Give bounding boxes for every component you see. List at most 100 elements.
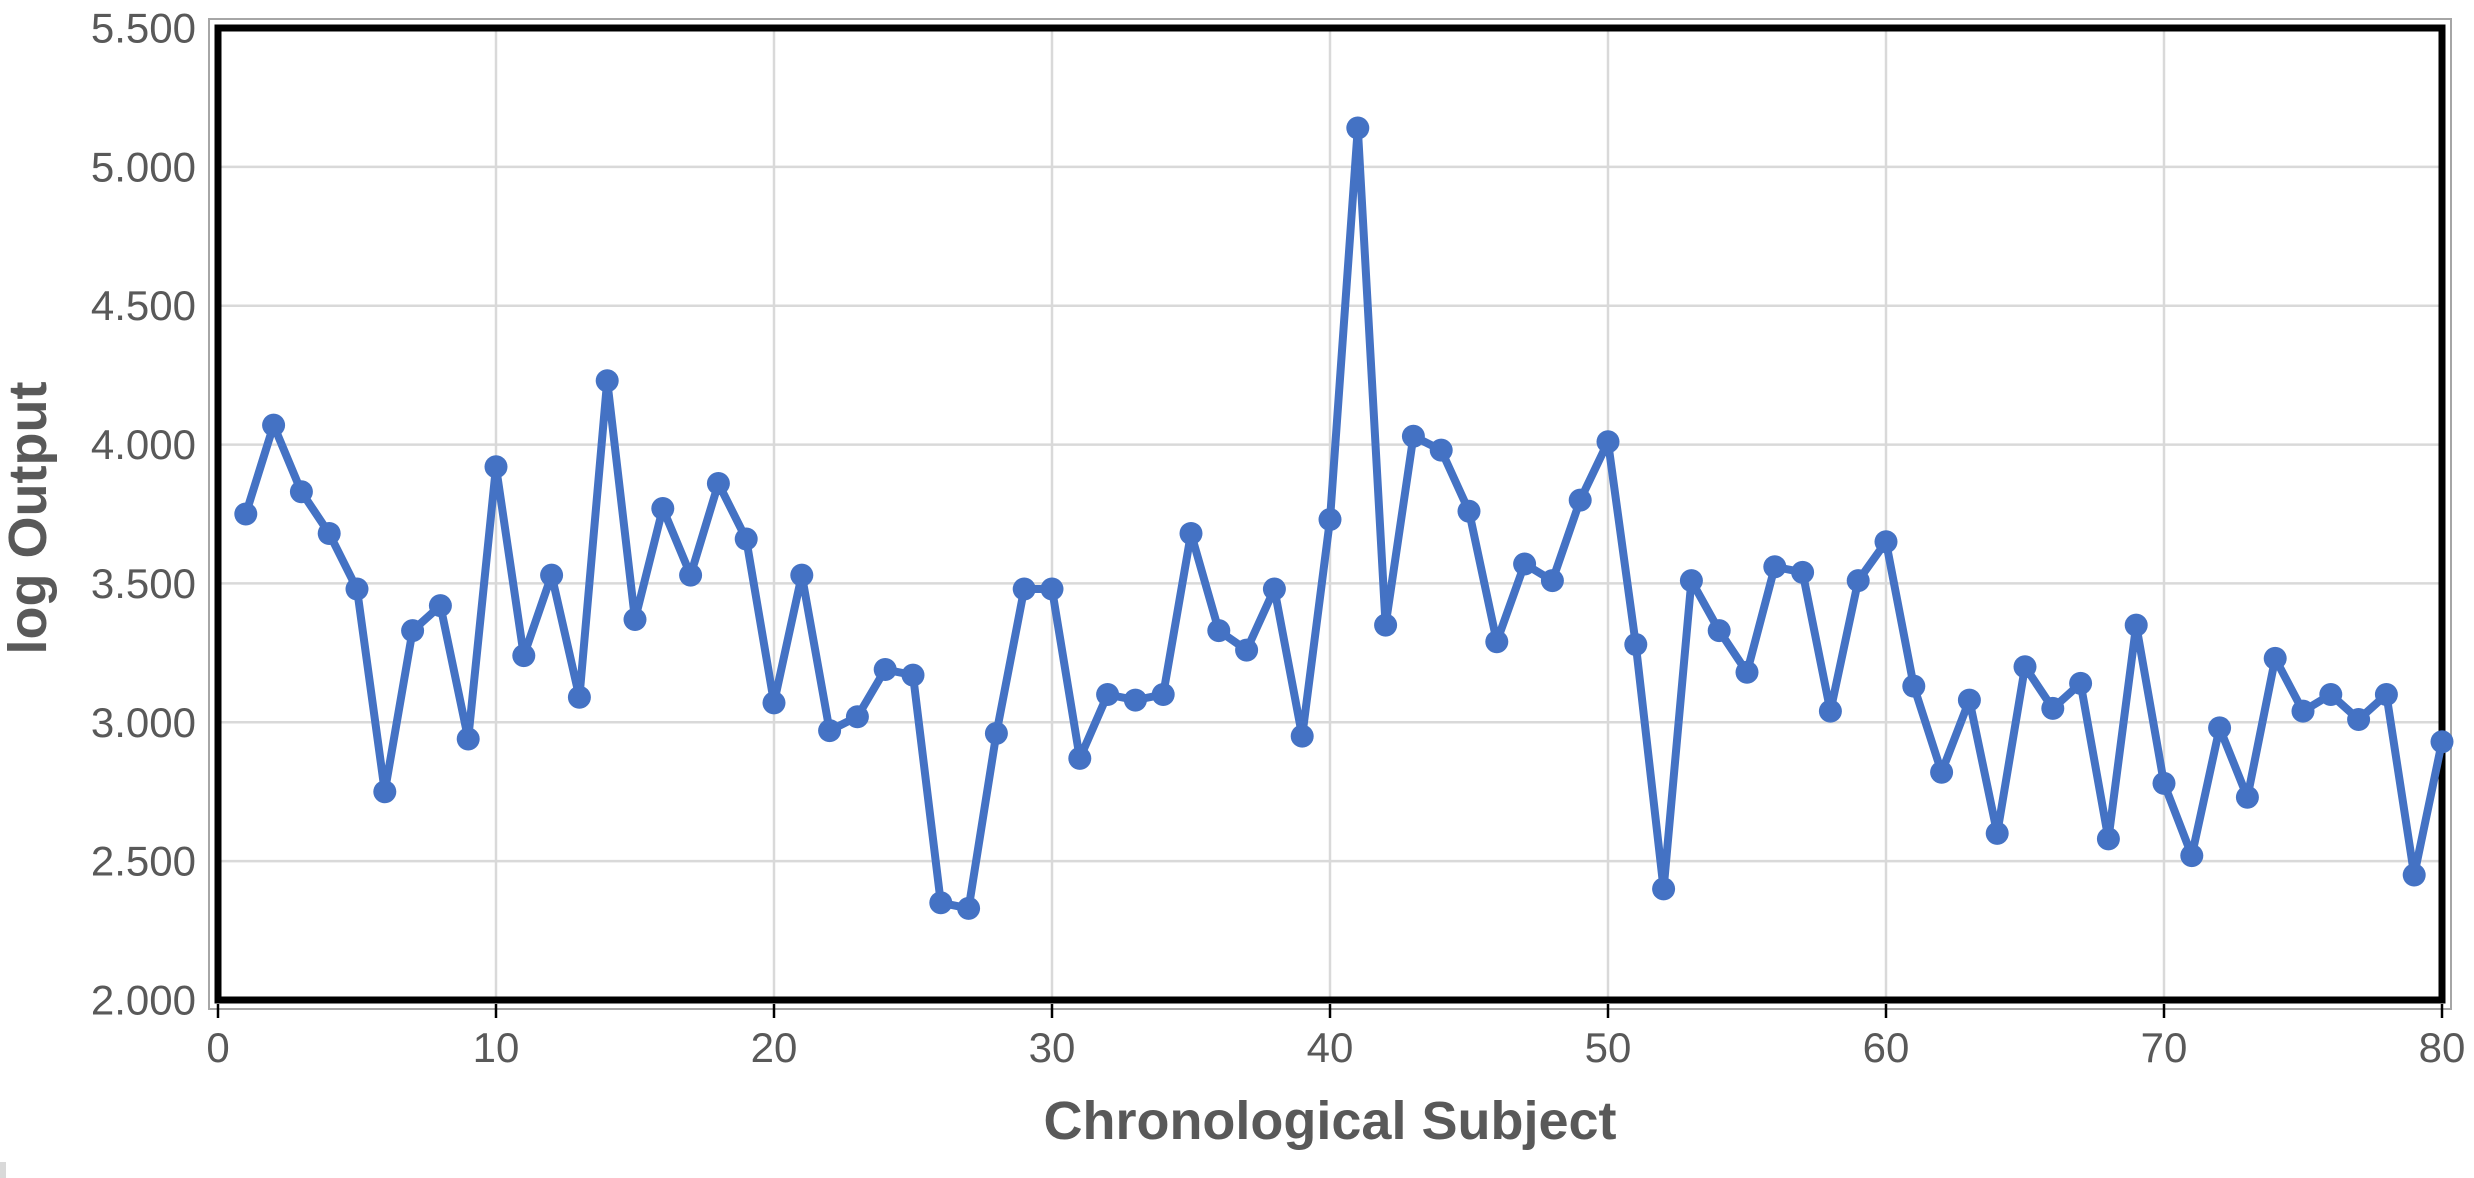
data-point	[1318, 508, 1342, 532]
data-point	[2013, 655, 2037, 679]
data-point	[1818, 699, 1842, 723]
data-point	[1123, 688, 1147, 712]
data-point	[595, 369, 619, 393]
data-point	[234, 502, 258, 526]
series-line	[241, 123, 2446, 913]
data-point	[845, 705, 869, 729]
data-point	[1151, 683, 1175, 707]
data-point	[984, 721, 1008, 745]
data-point	[623, 608, 647, 632]
data-point	[734, 527, 758, 551]
data-point	[1485, 630, 1509, 654]
data-point	[1374, 613, 1398, 637]
data-point	[1707, 619, 1731, 643]
data-point	[540, 563, 564, 587]
data-point	[2319, 683, 2343, 707]
data-point	[456, 727, 480, 751]
y-tick-label: 3.500	[91, 560, 196, 607]
data-point	[2402, 863, 2426, 887]
y-tick-label: 5.500	[91, 5, 196, 52]
data-point	[262, 413, 286, 437]
x-tick-label: 70	[2141, 1024, 2188, 1071]
data-point	[1985, 821, 2009, 845]
data-point	[1012, 577, 1036, 601]
data-point	[1290, 724, 1314, 748]
data-point	[2374, 683, 2398, 707]
data-point	[401, 619, 425, 643]
y-tick-label: 4.000	[91, 421, 196, 468]
data-point	[1735, 660, 1759, 684]
x-axis-title: Chronological Subject	[1043, 1091, 1617, 1151]
data-point	[1763, 555, 1787, 579]
y-tick-label: 2.000	[91, 977, 196, 1024]
data-point	[567, 685, 591, 709]
data-point	[2096, 827, 2120, 851]
x-tick-label: 80	[2419, 1024, 2466, 1071]
data-point	[2208, 716, 2232, 740]
data-point	[373, 780, 397, 804]
data-point	[1540, 569, 1564, 593]
data-point	[512, 644, 536, 668]
data-point	[1902, 674, 1926, 698]
y-tick-label: 2.500	[91, 838, 196, 885]
data-point	[1262, 577, 1286, 601]
y-tick-label: 5.000	[91, 143, 196, 190]
data-point	[957, 896, 981, 920]
data-point	[1957, 688, 1981, 712]
data-point	[2152, 771, 2176, 795]
x-tick-label: 20	[751, 1024, 798, 1071]
data-point	[1568, 488, 1592, 512]
data-point	[2347, 708, 2371, 732]
x-tick-label: 60	[1863, 1024, 1910, 1071]
data-point	[1346, 116, 1370, 140]
data-point	[901, 663, 925, 687]
data-point	[1401, 424, 1425, 448]
data-point	[1457, 499, 1481, 523]
data-point	[1040, 577, 1064, 601]
x-tick-label: 50	[1585, 1024, 1632, 1071]
data-point	[929, 891, 953, 915]
x-tick-label: 10	[473, 1024, 520, 1071]
y-tick-label: 3.000	[91, 699, 196, 746]
plot-border	[214, 24, 2446, 1004]
data-point	[762, 691, 786, 715]
data-point	[1513, 552, 1537, 576]
data-point	[484, 455, 508, 479]
data-point	[790, 563, 814, 587]
data-point	[2263, 646, 2287, 670]
x-tick-label: 30	[1029, 1024, 1076, 1071]
data-point	[1207, 619, 1231, 643]
data-point	[2069, 671, 2093, 695]
data-point	[1096, 683, 1120, 707]
data-point	[2430, 730, 2454, 754]
data-point	[1429, 438, 1453, 462]
data-point	[2235, 785, 2259, 809]
data-point	[428, 594, 452, 618]
y-tick-label: 4.500	[91, 282, 196, 329]
data-point	[1846, 569, 1870, 593]
data-point	[1624, 633, 1648, 657]
data-point	[2291, 699, 2315, 723]
data-point	[317, 521, 341, 545]
x-tick-label: 40	[1307, 1024, 1354, 1071]
data-point	[1596, 430, 1620, 454]
data-point	[1235, 638, 1259, 662]
data-point	[706, 471, 730, 495]
data-point	[1679, 569, 1703, 593]
data-point	[289, 480, 313, 504]
data-point	[651, 496, 675, 520]
data-point	[1652, 877, 1676, 901]
data-point	[818, 719, 842, 743]
y-axis-title: log Output	[0, 381, 58, 655]
data-point	[2180, 844, 2204, 868]
data-point	[1068, 746, 1092, 770]
data-point	[1874, 530, 1898, 554]
data-point	[873, 658, 897, 682]
x-tick-label: 0	[206, 1024, 229, 1071]
corner-artifact	[0, 1162, 6, 1178]
data-point	[1930, 760, 1954, 784]
data-point	[2041, 696, 2065, 720]
data-point	[679, 563, 703, 587]
